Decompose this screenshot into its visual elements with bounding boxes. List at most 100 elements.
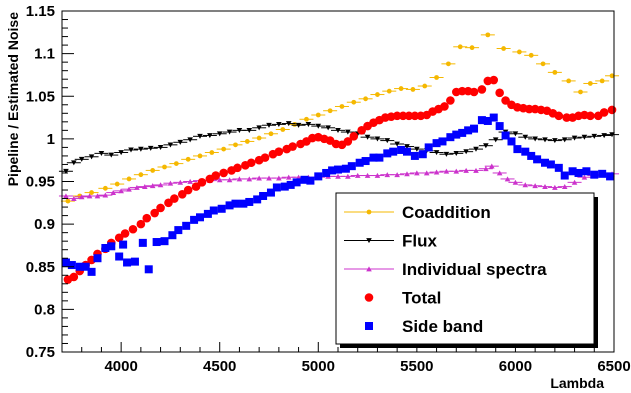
data-point <box>325 125 331 131</box>
data-point <box>586 111 595 121</box>
data-point <box>168 231 177 240</box>
data-point <box>446 61 451 67</box>
data-point <box>144 265 153 274</box>
data-point <box>561 137 568 143</box>
data-point <box>101 243 110 252</box>
data-point <box>209 150 215 155</box>
data-point <box>443 151 450 157</box>
data-point <box>334 165 342 174</box>
data-point <box>554 163 563 172</box>
data-point <box>582 167 591 176</box>
data-point <box>67 261 76 270</box>
data-point <box>138 146 144 152</box>
data-point <box>280 182 289 191</box>
x-tick-label: 6500 <box>597 358 630 375</box>
data-point <box>349 132 359 141</box>
data-point <box>606 172 615 181</box>
data-point <box>196 213 204 222</box>
data-point <box>177 139 184 145</box>
data-point <box>581 174 588 180</box>
data-point <box>138 172 144 178</box>
data-point <box>561 184 568 190</box>
data-point <box>94 193 101 199</box>
data-point <box>394 141 400 147</box>
data-point <box>71 195 77 201</box>
data-point <box>398 111 408 121</box>
data-point <box>424 143 433 152</box>
data-point <box>285 121 292 127</box>
data-point <box>495 88 504 98</box>
data-point <box>483 166 489 172</box>
legend: Coaddition Flux Individual spectra Total Sid… <box>335 192 598 348</box>
data-point <box>361 157 370 166</box>
data-point <box>581 134 588 140</box>
data-point <box>578 89 583 95</box>
data-point <box>78 194 85 200</box>
data-point <box>268 131 274 137</box>
y-tick-label: 0.8 <box>34 301 55 318</box>
data-point <box>473 167 479 173</box>
data-point <box>167 180 174 186</box>
data-point <box>102 185 108 191</box>
data-point <box>562 113 571 122</box>
data-point <box>560 171 569 180</box>
data-point <box>150 208 159 218</box>
legend-label: Flux <box>402 232 437 251</box>
data-point <box>568 167 577 176</box>
data-point <box>343 137 353 146</box>
data-point <box>546 160 555 169</box>
data-point <box>566 78 572 84</box>
data-point <box>351 99 357 105</box>
data-point <box>364 172 371 178</box>
x-tick-label: 6000 <box>499 358 532 375</box>
data-point <box>599 78 605 84</box>
data-point <box>221 146 227 152</box>
data-point <box>469 87 479 97</box>
data-point <box>286 180 295 189</box>
y-axis-title: Pipeline / Estimated Noise <box>5 12 21 186</box>
data-point <box>488 163 495 169</box>
y-tick-label: 0.85 <box>26 259 55 276</box>
data-point <box>266 175 272 181</box>
y-tick-label: 0.9 <box>34 216 55 233</box>
data-point <box>259 191 268 200</box>
legend-label: Individual spectra <box>402 260 547 279</box>
data-point <box>233 142 238 148</box>
data-point <box>571 135 578 141</box>
data-point <box>513 145 522 154</box>
data-point <box>398 86 404 91</box>
data-point <box>231 199 240 208</box>
data-point <box>528 52 534 58</box>
data-point <box>225 201 234 210</box>
data-point <box>457 86 467 96</box>
data-point <box>253 195 262 204</box>
data-point <box>114 233 124 243</box>
data-point <box>120 229 130 238</box>
data-point <box>394 172 400 178</box>
data-point <box>335 127 341 133</box>
data-point <box>118 150 124 156</box>
data-point <box>485 32 491 38</box>
data-point <box>464 126 473 135</box>
data-point <box>152 238 161 247</box>
data-point <box>245 197 254 206</box>
data-point <box>246 158 256 168</box>
data-point <box>404 144 410 150</box>
data-point <box>522 134 529 140</box>
data-point <box>191 182 201 191</box>
data-point <box>418 150 427 159</box>
series-4 <box>61 113 615 276</box>
x-axis-title: Lambda <box>550 375 604 391</box>
data-point <box>410 87 416 92</box>
data-point <box>591 133 598 139</box>
data-point <box>108 152 115 158</box>
data-point <box>295 122 302 128</box>
data-point <box>236 176 243 182</box>
data-point <box>489 113 498 122</box>
data-point <box>78 156 85 162</box>
data-point <box>280 127 286 132</box>
data-point <box>453 168 460 174</box>
data-point <box>403 147 411 156</box>
data-point <box>483 143 489 149</box>
data-point <box>63 193 69 199</box>
